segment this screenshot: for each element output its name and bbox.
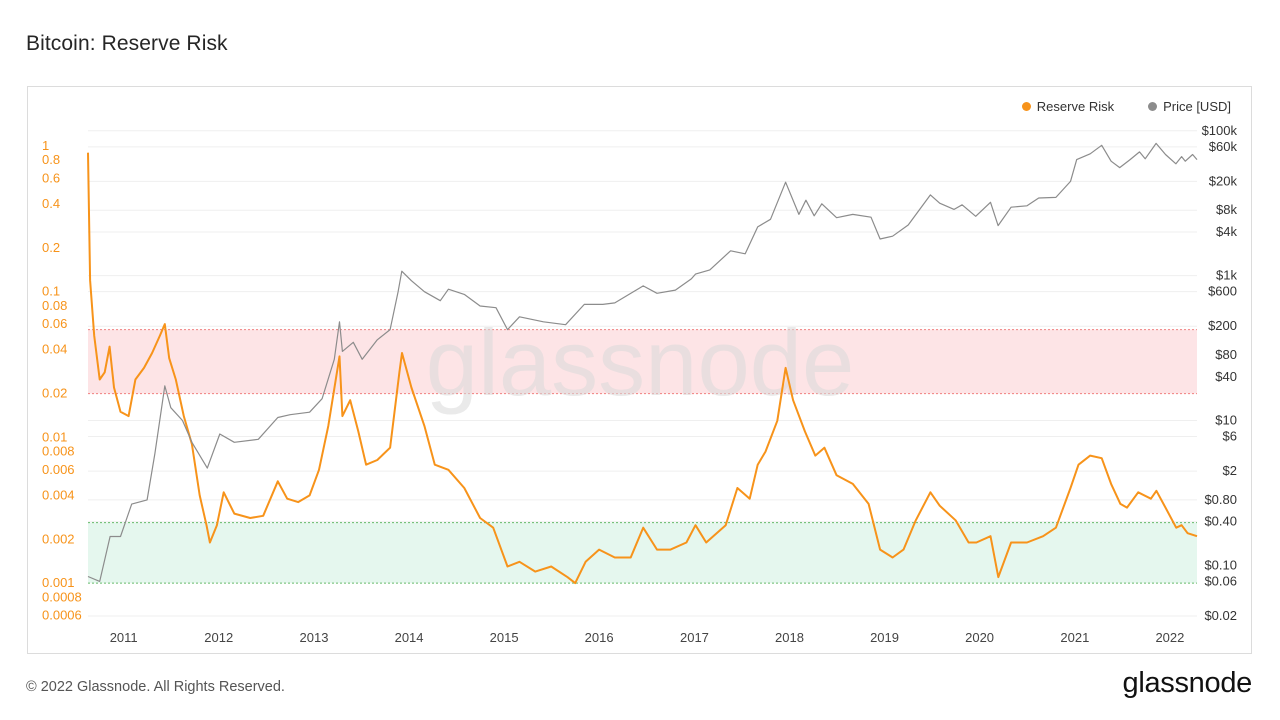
band-low-risk — [88, 522, 1197, 584]
left-tick-label: 0.006 — [42, 462, 75, 477]
legend-dot-icon — [1021, 102, 1031, 111]
right-tick-label: $100k — [1202, 123, 1238, 138]
reserve-risk-line — [87, 152, 1198, 585]
left-tick-label: 0.0008 — [42, 589, 82, 604]
right-tick-label: $2 — [1223, 463, 1237, 478]
right-tick-label: $0.80 — [1204, 492, 1237, 507]
x-tick-label: 2015 — [490, 630, 519, 645]
right-tick-label: $600 — [1208, 284, 1237, 299]
x-tick-label: 2011 — [110, 630, 138, 645]
right-tick-label: $4k — [1216, 224, 1237, 239]
right-tick-label: $0.10 — [1204, 557, 1237, 572]
right-tick-label: $0.40 — [1204, 514, 1237, 529]
right-tick-label: $8k — [1216, 202, 1237, 217]
copyright-text: © 2022 Glassnode. All Rights Reserved. — [26, 679, 285, 695]
left-tick-label: 0.004 — [42, 487, 75, 502]
x-tick-label: 2012 — [204, 630, 233, 645]
left-tick-label: 0.2 — [42, 240, 60, 255]
legend-item-price[interactable]: Price [USD] — [1148, 99, 1231, 114]
band-high-risk — [88, 329, 1197, 394]
glassnode-logo: glassnode — [1122, 667, 1252, 699]
x-tick-label: 2014 — [395, 630, 424, 645]
left-tick-label: 0.6 — [42, 170, 60, 185]
right-tick-label: $80 — [1215, 347, 1237, 362]
legend-dot-icon — [1148, 102, 1158, 111]
right-tick-label: $6 — [1223, 429, 1237, 444]
right-tick-label: $40 — [1215, 369, 1237, 384]
legend: Reserve Risk Price [USD] — [1021, 99, 1231, 114]
x-tick-label: 2018 — [775, 630, 804, 645]
watermark: glassnode — [426, 310, 855, 415]
left-tick-label: 0.0006 — [42, 607, 82, 622]
x-tick-label: 2016 — [585, 630, 614, 645]
left-tick-label: 0.06 — [42, 316, 67, 331]
legend-label: Reserve Risk — [1036, 99, 1115, 114]
left-tick-label: 0.001 — [42, 575, 75, 590]
left-tick-label: 0.4 — [42, 196, 60, 211]
price-line — [87, 142, 1198, 583]
left-tick-label: 0.08 — [42, 298, 67, 313]
x-tick-label: 2020 — [965, 630, 994, 645]
left-tick-label: 0.04 — [42, 342, 67, 357]
x-tick-label: 2017 — [680, 630, 709, 645]
left-tick-label: 1 — [42, 138, 49, 153]
x-tick-label: 2019 — [870, 630, 899, 645]
left-tick-label: 0.002 — [42, 531, 75, 546]
left-tick-label: 0.01 — [42, 429, 67, 444]
left-tick-label: 0.02 — [42, 386, 67, 401]
left-tick-label: 0.008 — [42, 444, 75, 459]
legend-item-reserve-risk[interactable]: Reserve Risk — [1021, 99, 1115, 114]
left-tick-label: 0.1 — [42, 284, 60, 299]
right-tick-label: $0.06 — [1204, 573, 1237, 588]
right-tick-label: $20k — [1209, 173, 1238, 188]
legend-label: Price [USD] — [1163, 99, 1231, 114]
right-tick-label: $10 — [1215, 412, 1237, 427]
x-tick-label: 2022 — [1155, 630, 1184, 645]
x-tick-label: 2013 — [300, 630, 329, 645]
right-tick-label: $1k — [1216, 268, 1237, 283]
right-tick-label: $0.02 — [1204, 608, 1237, 623]
right-tick-label: $60k — [1209, 139, 1238, 154]
x-tick-label: 2021 — [1060, 630, 1089, 645]
right-tick-label: $200 — [1208, 318, 1237, 333]
chart-title: Bitcoin: Reserve Risk — [26, 32, 228, 55]
left-tick-label: 0.8 — [42, 152, 60, 167]
